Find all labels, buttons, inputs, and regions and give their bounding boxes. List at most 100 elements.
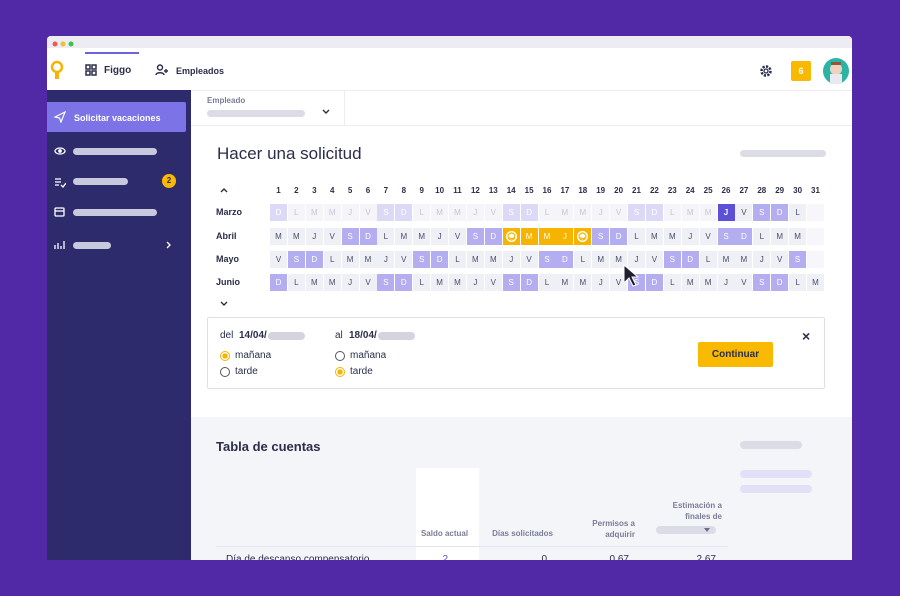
radio-label[interactable]: tarde [350,366,373,377]
day-cell[interactable]: M [574,274,592,291]
day-cell[interactable]: J [466,204,484,221]
day-cell[interactable]: V [699,228,717,245]
nav-placeholder[interactable] [73,209,157,216]
day-cell[interactable]: V [323,228,341,245]
day-cell[interactable]: D [610,228,628,245]
day-cell[interactable]: L [377,228,395,245]
day-cell[interactable]: L [538,274,556,291]
day-cell[interactable]: L [663,204,681,221]
day-cell[interactable] [807,204,824,221]
day-cell[interactable]: J [502,251,520,268]
close-button[interactable]: × [802,328,811,344]
day-cell[interactable]: J [431,228,449,245]
day-cell[interactable]: L [287,274,305,291]
day-cell[interactable]: J [556,228,574,245]
day-cell[interactable]: D [484,228,502,245]
day-cell[interactable]: J [592,204,610,221]
period-select[interactable] [656,526,716,534]
day-cell[interactable]: M [771,228,789,245]
day-cell[interactable]: D [735,228,753,245]
day-cell[interactable]: L [753,228,771,245]
day-cell[interactable]: M [574,204,592,221]
day-cell[interactable]: J [628,251,645,268]
day-cell[interactable]: D [431,251,449,268]
day-cell[interactable]: V [484,204,502,221]
day-cell[interactable] [502,228,520,245]
day-cell[interactable]: D [645,274,663,291]
day-cell[interactable]: D [305,251,323,268]
day-cell[interactable]: M [395,228,413,245]
employee-select[interactable]: Empleado [191,90,345,126]
day-cell[interactable]: M [556,274,574,291]
day-cell[interactable]: D [556,251,574,268]
radio[interactable] [335,367,345,377]
cell-value[interactable]: 2 [442,554,448,560]
day-cell[interactable]: S [663,251,681,268]
day-cell[interactable]: M [341,251,359,268]
day-cell[interactable]: S [538,251,556,268]
day-cell[interactable]: M [699,204,717,221]
day-cell[interactable]: M [592,251,610,268]
day-cell[interactable]: S [502,204,520,221]
day-cell[interactable]: S [287,251,305,268]
radio[interactable] [220,367,230,377]
day-cell[interactable] [807,251,824,268]
nav-label[interactable]: Solicitar vacaciones [74,113,161,123]
day-cell[interactable]: S [377,204,395,221]
day-cell[interactable]: M [717,251,735,268]
day-cell[interactable]: S [753,204,771,221]
day-cell[interactable]: M [431,204,449,221]
day-cell[interactable]: M [466,251,484,268]
day-cell[interactable]: M [789,228,807,245]
day-cell[interactable]: L [628,228,645,245]
nav-item-active[interactable] [47,102,186,132]
day-cell[interactable]: L [323,251,341,268]
nav-placeholder[interactable] [73,242,111,249]
day-cell[interactable]: V [359,274,377,291]
day-cell[interactable]: S [413,251,431,268]
day-cell[interactable]: D [520,204,538,221]
day-cell[interactable]: D [771,274,789,291]
day-cell[interactable]: V [270,251,287,268]
day-cell[interactable]: D [270,204,287,221]
day-cell[interactable]: M [681,274,699,291]
nav-placeholder[interactable] [73,148,157,155]
day-cell[interactable]: J [753,251,771,268]
day-cell[interactable] [807,228,824,245]
radio-label[interactable]: mañana [350,350,387,361]
day-cell[interactable]: J [717,204,735,221]
day-cell[interactable]: D [395,274,413,291]
day-cell[interactable]: M [413,228,431,245]
day-cell[interactable]: V [645,251,663,268]
day-cell[interactable]: L [287,204,305,221]
day-cell[interactable]: M [538,228,556,245]
day-cell[interactable]: M [431,274,449,291]
radio[interactable] [335,351,345,361]
day-cell[interactable]: S [789,251,807,268]
day-cell[interactable]: V [735,274,753,291]
notification-badge[interactable]: 6 [791,61,811,81]
day-cell[interactable]: J [377,251,395,268]
day-cell[interactable]: L [449,251,466,268]
avatar[interactable] [822,57,850,85]
day-cell[interactable]: M [270,228,287,245]
day-cell[interactable]: V [610,274,628,291]
day-cell[interactable]: S [717,228,735,245]
day-cell[interactable]: L [538,204,556,221]
day-cell[interactable]: M [449,204,466,221]
day-cell[interactable]: V [520,251,538,268]
radio-label[interactable]: tarde [235,366,258,377]
day-cell[interactable]: D [520,274,538,291]
day-cell[interactable]: M [681,204,699,221]
day-cell[interactable]: J [305,228,323,245]
day-cell[interactable]: M [610,251,628,268]
day-cell[interactable]: L [574,251,592,268]
day-cell[interactable]: J [717,274,735,291]
day-cell[interactable]: M [735,251,753,268]
scroll-down[interactable] [219,300,229,308]
day-cell[interactable]: D [270,274,287,291]
day-cell[interactable]: M [556,204,574,221]
day-cell[interactable]: L [413,204,431,221]
day-cell[interactable]: M [323,204,341,221]
day-cell[interactable]: S [592,228,610,245]
